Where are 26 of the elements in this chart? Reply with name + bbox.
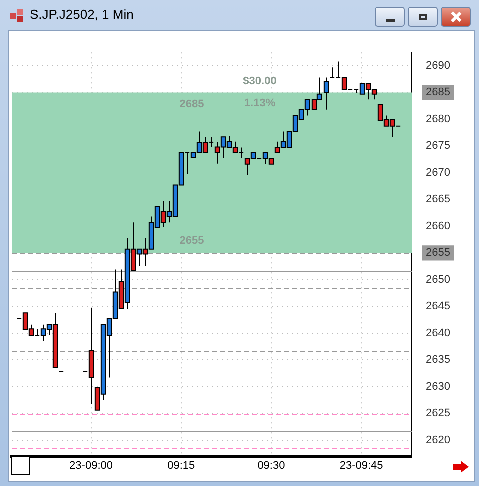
x-tick-label: 09:15 [168, 460, 196, 472]
x-tick-label: 09:30 [258, 460, 286, 472]
x-tick-label: 23-09:45 [340, 460, 384, 472]
y-tick-label: 2620 [426, 434, 450, 446]
x-tick-label: 23-09:00 [70, 460, 113, 472]
y-tick-label: 2665 [426, 194, 450, 206]
candlestick [330, 67, 336, 78]
y-tick-label: 2650 [426, 274, 450, 286]
y-tick-label: 2685 [426, 86, 450, 99]
y-tick-label: 2655 [426, 247, 450, 260]
chart-title: S.JP.J2502, 1 Min [30, 7, 134, 22]
y-tick-label: 2635 [426, 354, 450, 366]
y-tick-label: 2670 [426, 166, 450, 179]
y-tick-label: 2675 [426, 140, 450, 152]
annotation: 2655 [180, 235, 204, 248]
y-tick-label: 2645 [426, 300, 450, 313]
annotation: 1.13% [244, 98, 276, 110]
y-tick-label: 2640 [426, 327, 450, 340]
y-tick-label: 2625 [426, 408, 450, 420]
y-tick-label: 2660 [426, 220, 450, 232]
candlestick [324, 77, 330, 110]
y-tick-label: 2680 [426, 113, 450, 126]
y-tick-label: 2630 [426, 380, 450, 393]
y-tick-label: 2690 [426, 60, 450, 72]
annotation: 2685 [180, 98, 204, 111]
annotation: $30.00 [243, 76, 277, 88]
